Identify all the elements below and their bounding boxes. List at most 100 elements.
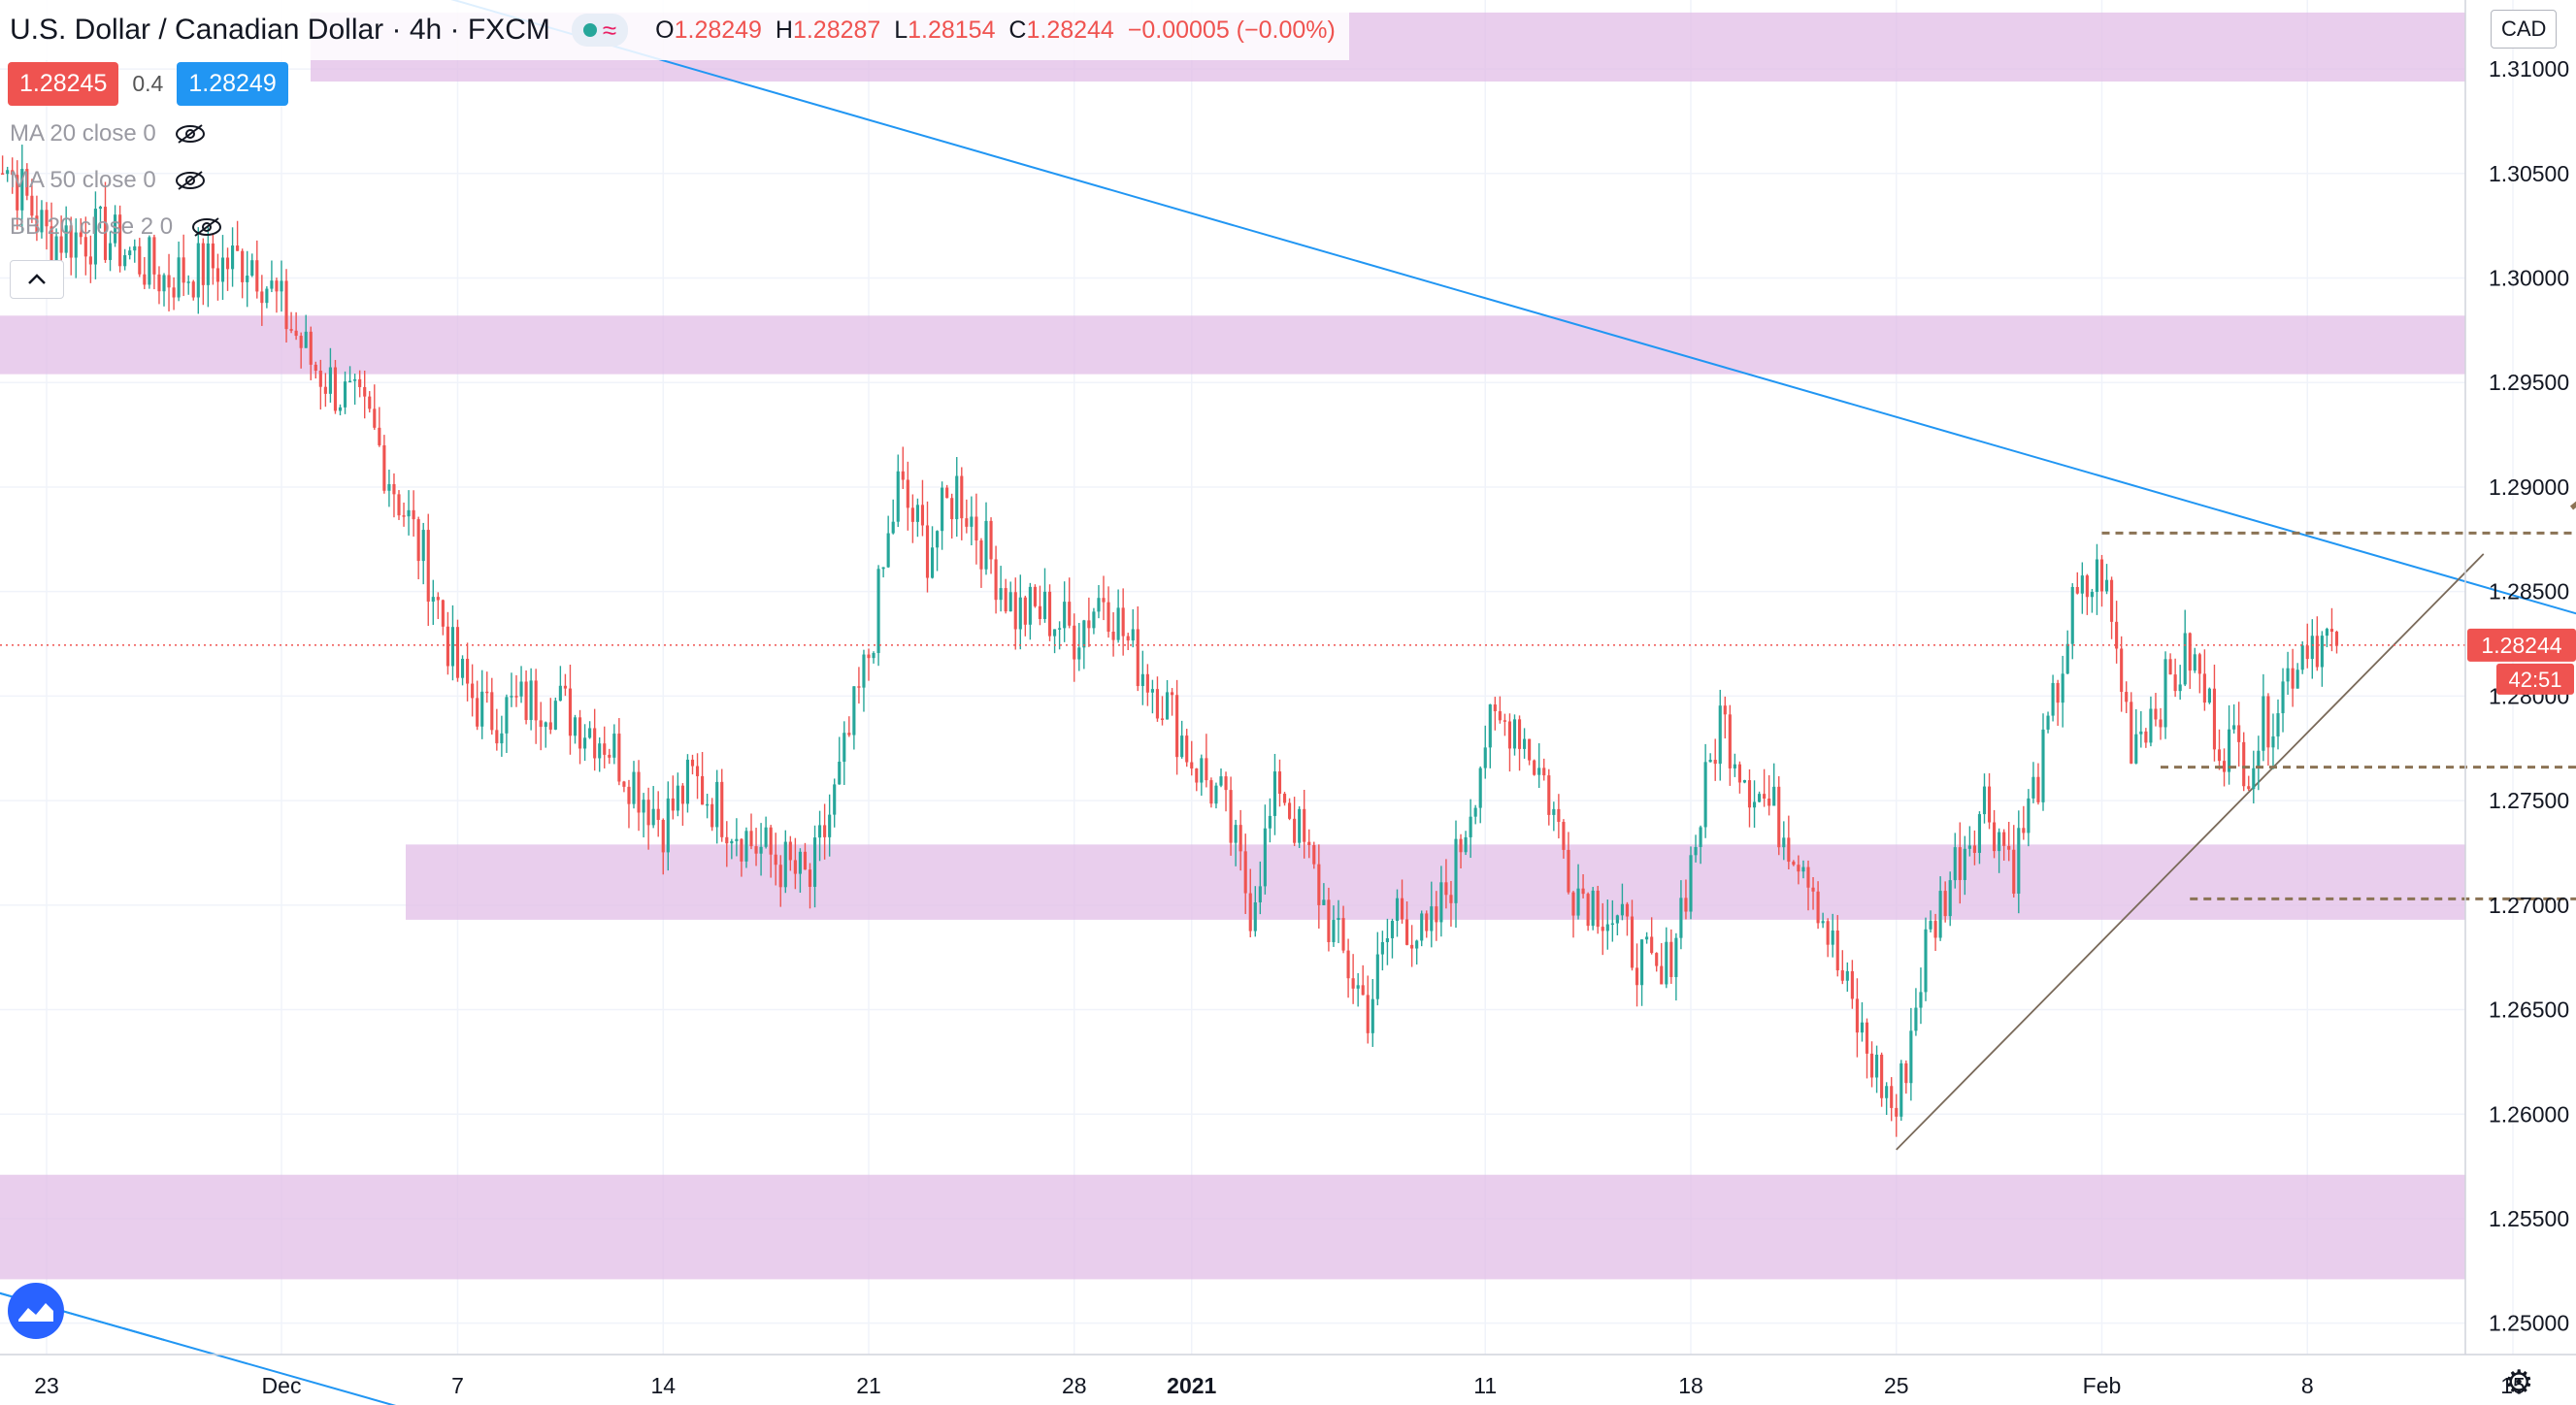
candle-body: [1797, 865, 1800, 872]
candle-body: [955, 475, 959, 520]
candle-body: [220, 257, 225, 282]
candle-body: [103, 207, 108, 260]
candle-body: [1111, 631, 1115, 640]
candle-body: [2085, 575, 2089, 598]
candle-body: [20, 169, 24, 211]
y-tick-label: 1.26000: [2489, 1101, 2569, 1127]
candle-body: [608, 754, 611, 758]
indicator-ma20[interactable]: MA 20 close 0: [10, 120, 207, 147]
candle-body: [1552, 808, 1556, 815]
annotations[interactable]: [0, 389, 2576, 900]
candle-body: [2237, 725, 2241, 742]
candle-body: [1277, 771, 1282, 795]
y-tick-label: 1.29500: [2489, 370, 2569, 395]
candle-body: [1630, 916, 1635, 968]
candle-body: [1640, 939, 1644, 986]
time-axis[interactable]: 23 Dec 7 14 21 28 2021 11 18 25 Feb 8 15: [0, 1354, 2576, 1398]
candle-body: [2320, 636, 2324, 668]
candle-body: [1835, 931, 1839, 971]
candle-body: [1503, 720, 1506, 722]
candle-body: [876, 569, 880, 654]
candle-body: [1454, 838, 1458, 903]
candle-body: [936, 531, 940, 548]
candle-body: [431, 597, 435, 602]
candle-body: [1145, 673, 1149, 693]
trade-prices: 1.28245 0.4 1.28249: [8, 62, 288, 106]
candle-body: [1562, 822, 1566, 850]
candle-body: [1625, 903, 1630, 917]
candle-body: [1395, 898, 1400, 922]
candle-body: [930, 547, 935, 578]
candle-body: [2168, 659, 2172, 675]
market-status[interactable]: ≈: [571, 14, 629, 47]
indicator-ma50[interactable]: MA 50 close 0: [10, 167, 207, 194]
candle-body: [196, 243, 200, 298]
candle-body: [1645, 936, 1649, 940]
candle-body: [1332, 920, 1336, 942]
candle-body: [476, 698, 479, 727]
candle-body: [1380, 941, 1384, 955]
candle-body: [1209, 780, 1213, 804]
gear-icon[interactable]: ⚙: [2504, 1364, 2534, 1401]
candle-body: [1224, 776, 1228, 791]
eye-hidden-icon[interactable]: [174, 123, 207, 145]
candle-body: [1390, 921, 1395, 938]
candle-body: [891, 521, 895, 534]
candle-body: [1914, 1007, 1918, 1031]
candle-body: [416, 519, 420, 562]
candle-body: [872, 653, 875, 659]
candle-body: [2061, 673, 2064, 703]
candle-body: [1410, 944, 1414, 949]
candle-body: [1042, 591, 1047, 619]
candle-body: [236, 245, 240, 251]
candle-body: [1400, 898, 1404, 920]
candle-body: [1493, 704, 1497, 711]
candle-body: [1733, 764, 1736, 768]
candle-body: [201, 243, 205, 285]
candle-body: [1875, 1054, 1879, 1078]
candle-body: [1752, 801, 1757, 808]
candle-body: [764, 827, 768, 847]
candle-body: [862, 654, 866, 688]
candle-body: [250, 260, 254, 277]
candle-body: [2276, 713, 2280, 736]
eye-hidden-icon[interactable]: [190, 216, 223, 238]
candle-body: [6, 170, 10, 175]
collapse-legend-button[interactable]: [10, 260, 64, 299]
candle-body: [1895, 1107, 1899, 1117]
candle-body: [754, 846, 758, 854]
candle-body: [2144, 731, 2148, 743]
candle-body: [2262, 696, 2265, 751]
x-tick-label: 7: [451, 1373, 464, 1398]
candle-body: [446, 626, 449, 667]
eye-hidden-icon[interactable]: [174, 170, 207, 191]
candle-body: [2002, 832, 2006, 846]
candle-body: [2090, 592, 2094, 598]
candle-body: [2266, 696, 2270, 748]
indicator-bb[interactable]: BB 20 close 2 0: [10, 213, 223, 241]
candle-body: [1977, 814, 1982, 853]
candle-body: [1464, 836, 1468, 853]
candle-body: [548, 722, 552, 730]
buy-button[interactable]: 1.28249: [177, 62, 288, 106]
price-axis[interactable]: 1.25000 1.25500 1.26000 1.26500 1.27000 1.275…: [2464, 0, 2576, 1355]
candle-body: [984, 520, 988, 570]
tradingview-logo-icon[interactable]: [8, 1283, 64, 1339]
supply-demand-zone: [0, 1174, 2465, 1280]
symbol-title[interactable]: U.S. Dollar / Canadian Dollar · 4h · FXC…: [10, 14, 550, 46]
candle-body: [539, 720, 543, 728]
y-tick-label: 1.27500: [2489, 788, 2569, 813]
candle-body: [402, 515, 406, 517]
candle-body: [2056, 682, 2060, 703]
candle-body: [1943, 891, 1947, 917]
currency-label[interactable]: CAD: [2491, 10, 2558, 49]
candle-body: [495, 730, 499, 744]
candle-body: [1615, 915, 1619, 924]
candle-body: [2315, 636, 2319, 668]
candle-body: [1439, 882, 1443, 923]
candle-body: [960, 475, 964, 519]
candle-body: [994, 559, 998, 601]
sell-button[interactable]: 1.28245: [8, 62, 119, 106]
candle-body: [2159, 719, 2163, 728]
